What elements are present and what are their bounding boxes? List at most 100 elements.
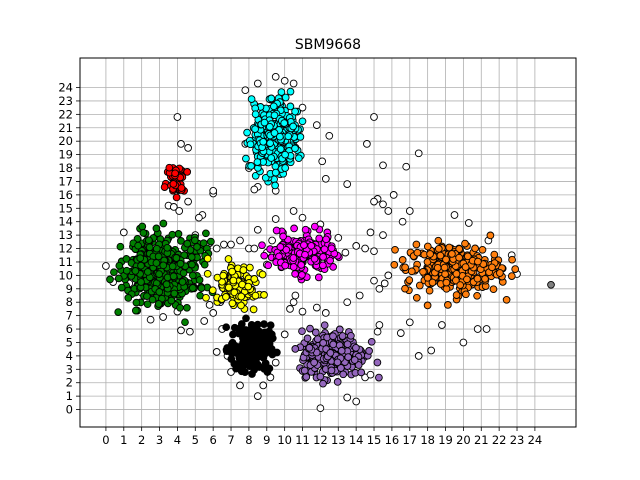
cluster-point — [423, 273, 432, 282]
outlier-point — [379, 231, 387, 239]
cluster-point — [428, 278, 437, 287]
cluster-point — [407, 267, 416, 276]
cluster-point — [415, 281, 424, 290]
cluster-point — [486, 231, 495, 240]
outlier-point — [241, 86, 250, 95]
outlier-point — [352, 397, 361, 406]
cluster-point — [172, 254, 181, 262]
cluster-point — [265, 122, 274, 131]
cluster-point — [228, 349, 236, 358]
outlier-point — [280, 76, 289, 85]
outlier-point — [298, 103, 307, 112]
outlier-point — [271, 72, 280, 81]
cluster-point — [155, 288, 164, 296]
cluster-point — [401, 284, 409, 293]
cluster-point — [247, 95, 256, 103]
cluster-point — [115, 261, 124, 270]
outlier-point — [384, 207, 393, 215]
x-tick-label: 1 — [120, 433, 127, 447]
outlier-point — [398, 217, 407, 226]
outlier-point — [298, 213, 307, 222]
cluster-point — [281, 150, 289, 159]
cluster-point — [251, 110, 260, 119]
outlier-point — [547, 280, 555, 289]
cluster-point — [237, 292, 246, 301]
cluster-point — [253, 158, 262, 166]
y-tick-label: 20 — [58, 134, 73, 148]
cluster-point — [183, 303, 191, 312]
cluster-point — [145, 243, 154, 252]
cluster-point — [203, 269, 212, 278]
cluster-point — [242, 154, 250, 163]
cluster-point — [329, 332, 337, 341]
cluster-point — [134, 241, 142, 250]
cluster-point — [163, 243, 172, 252]
cluster-point — [244, 351, 253, 360]
y-tick-label: 8 — [66, 295, 73, 309]
cluster-point — [110, 268, 118, 277]
cluster-point — [307, 241, 316, 250]
y-tick-label: 1 — [66, 389, 73, 403]
y-tick-label: 18 — [58, 161, 73, 175]
cluster-point — [266, 321, 275, 330]
y-tick-label: 6 — [66, 322, 73, 336]
cluster-point — [116, 242, 125, 251]
cluster-point — [176, 303, 184, 312]
outlier-point — [427, 346, 436, 355]
cluster-point — [357, 368, 366, 377]
cluster-point — [272, 226, 281, 235]
x-tick-label: 18 — [420, 433, 435, 447]
cluster-point — [462, 290, 470, 299]
outlier-point — [414, 149, 423, 158]
cluster-point — [319, 261, 327, 270]
outlier-point — [318, 157, 327, 166]
outlier-point — [286, 305, 294, 313]
cluster-point — [269, 102, 278, 111]
cluster-point — [434, 244, 443, 253]
cluster-point — [291, 345, 300, 353]
cluster-point — [279, 232, 287, 241]
cluster-point — [259, 137, 268, 146]
cluster-point — [473, 291, 481, 300]
cluster-point — [455, 245, 464, 253]
cluster-point — [347, 331, 355, 340]
outlier-point — [375, 321, 384, 329]
outlier-point — [366, 228, 375, 237]
cluster-point — [390, 260, 399, 269]
outlier-point — [370, 197, 378, 206]
cluster-point — [339, 370, 348, 379]
cluster-point — [327, 244, 336, 253]
y-tick-label: 22 — [58, 107, 73, 121]
cluster-point — [239, 342, 248, 351]
y-tick-label: 2 — [66, 376, 73, 390]
outlier-point — [405, 318, 414, 327]
cluster-point — [448, 250, 456, 258]
outlier-point — [321, 309, 330, 317]
cluster-point — [260, 291, 268, 299]
cluster-point — [511, 265, 520, 273]
cluster-point — [310, 254, 319, 263]
cluster-point — [310, 358, 318, 367]
outlier-point — [184, 197, 192, 206]
cluster-point — [311, 328, 320, 337]
cluster-point — [319, 339, 328, 347]
cluster-point — [281, 164, 290, 172]
cluster-point — [401, 263, 409, 272]
x-tick-label: 12 — [313, 433, 328, 447]
cluster-point — [461, 263, 470, 271]
cluster-point — [291, 144, 299, 153]
outlier-point — [289, 79, 298, 88]
cluster-point — [159, 219, 168, 228]
cluster-point — [255, 344, 264, 353]
outlier-point — [370, 113, 378, 121]
outlier-point — [316, 404, 325, 413]
outlier-point — [271, 358, 280, 367]
cluster-point — [251, 125, 259, 133]
cluster-point — [290, 224, 298, 233]
cluster-point — [152, 244, 161, 253]
cluster-point — [170, 289, 179, 298]
cluster-point — [174, 230, 183, 238]
cluster-point — [425, 286, 434, 295]
cluster-point — [442, 255, 450, 264]
cluster-point — [154, 300, 163, 308]
